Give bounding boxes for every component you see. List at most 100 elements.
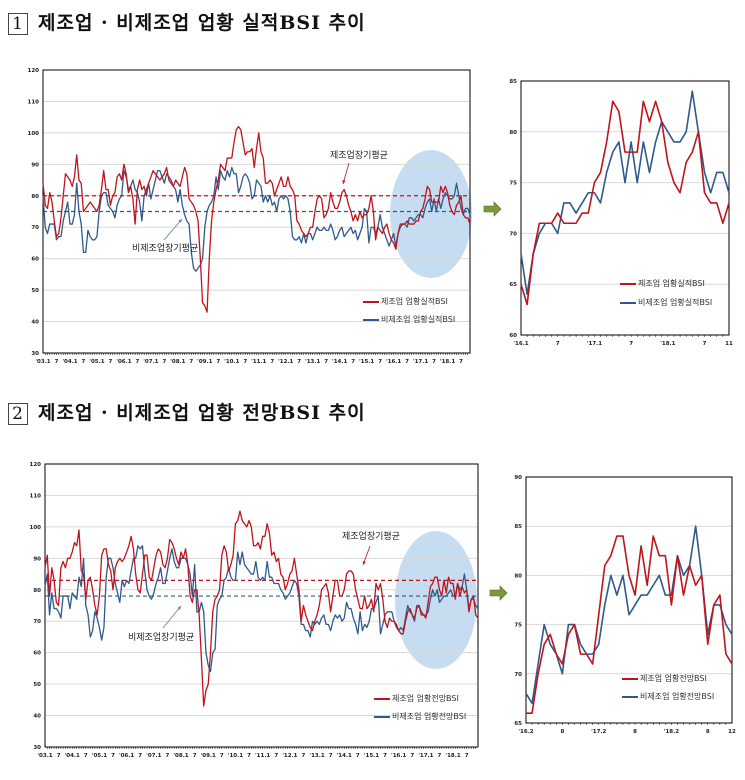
y-tick-label: 70 [509,231,517,237]
highlight-ellipse [395,531,477,669]
green-arrow-icon [489,585,508,601]
y-tick-label: 90 [514,475,522,481]
y-tick-label: 75 [514,623,522,629]
section2-number: 2 [8,403,28,425]
x-tick-label: '07.1 [143,359,158,365]
legend-item-mfg-1: 제조업 업황실적BSI [363,296,448,307]
x-tick-label: 7 [703,341,707,347]
x-tick-label: 8 [706,729,710,735]
y-tick-label: 90 [31,162,39,168]
mfg-series-line [44,510,479,707]
nonmfg-average-pointer-2 [162,605,182,629]
legend-label: 비제조업 업황전망BSI [640,692,715,701]
x-tick-label: '11.1 [251,359,266,365]
x-tick-label: '12.1 [282,753,297,759]
legend-label: 제조업 업황전망BSI [640,674,707,683]
x-tick-label: 12 [728,729,736,735]
legend-swatch [363,300,379,303]
plot-frame [525,476,733,724]
x-tick-label: 7 [162,359,166,365]
chart-2: 60 65 70 75 80 85 '16.1 7 '17.1 7 '18.1 7 11 [483,79,733,347]
y-tick-label: 70 [31,225,39,231]
plot-frame [44,463,479,748]
mfg-series-line [520,100,730,306]
x-tick-label: '06.1 [119,753,134,759]
section2-title-text: 제조업 · 비제조업 업황 전망BSI 추이 [38,402,366,424]
x-tick-label: 7 [432,359,436,365]
y-tick-label: 60 [509,333,517,339]
x-tick-label: '15.1 [359,359,374,365]
y-tick-label: 80 [33,588,41,594]
x-tick-label: '04.1 [65,753,80,759]
y-tick-label: 120 [28,68,40,74]
x-tick-label: '06.1 [116,359,131,365]
legend-item-mfg-4: 제조업 업황전망BSI [622,673,707,684]
x-tick-label: '18.2 [664,729,679,735]
x-tick-label: '17.1 [413,359,428,365]
y-tick-label: 40 [31,320,39,326]
nonmfg-average-pointer-1 [163,218,183,241]
x-tick-label: '16.1 [391,753,406,759]
y-tick-label: 85 [509,79,517,85]
y-tick-label: 75 [509,181,517,187]
x-tick-label: 7 [243,359,247,365]
x-tick-label: 7 [57,753,61,759]
x-tick-label: '14.1 [337,753,352,759]
x-tick-label: 7 [438,753,442,759]
legend-label: 비제조업 업황실적BSI [638,298,713,307]
legend-item-mfg-2: 제조업 업황실적BSI [620,278,705,289]
x-tick-label: '18.1 [445,753,460,759]
x-tick-label: '18.1 [660,341,675,347]
x-tick-label: '18.1 [440,359,455,365]
legend-label: 제조업 업황전망BSI [392,694,459,703]
x-tick-label: '09.1 [201,753,216,759]
legend-swatch [374,697,390,700]
x-tick-label: 7 [302,753,306,759]
nonmfg-series-line [525,525,733,705]
green-arrow-icon [483,201,502,217]
x-tick-label: '08.1 [173,753,188,759]
y-tick-label: 90 [33,556,41,562]
y-tick-label: 85 [514,524,522,530]
legend-swatch [374,715,390,718]
x-tick-label: 7 [329,753,333,759]
x-tick-label: 7 [378,359,382,365]
y-tick-label: 60 [31,257,39,263]
x-tick-label: 11 [725,341,733,347]
x-tick-label: '03.1 [35,359,50,365]
x-tick-label: '08.1 [170,359,185,365]
y-tick-label: 80 [509,130,517,136]
legend-item-nonmfg-2: 비제조업 업황실적BSI [620,297,712,308]
mfg-series-line [526,535,733,714]
y-tick-label: 50 [33,682,41,688]
y-tick-label: 30 [31,351,39,357]
x-tick-label: '10.1 [228,753,243,759]
y-tick-label: 65 [514,721,522,727]
nonmfg-average-annotation-1: 비제조업장기평균 [132,244,199,254]
x-tick-label: '15.1 [364,753,379,759]
legend-swatch [363,318,379,321]
x-tick-label: '16.1 [513,341,528,347]
nonmfg-average-annotation-2: 비제조업장기평균 [128,633,195,643]
x-tick-label: 7 [351,359,355,365]
x-tick-label: 7 [84,753,88,759]
x-tick-label: 7 [297,359,301,365]
nonmfg-series-line [44,545,479,673]
mfg-series-line [42,125,471,313]
legend-item-nonmfg-3: 비제조업 업황전망BSI [374,711,466,722]
y-tick-label: 40 [33,714,41,720]
x-tick-label: 7 [138,753,142,759]
x-tick-label: '09.1 [197,359,212,365]
x-tick-label: 7 [55,359,59,365]
x-tick-label: 7 [459,359,463,365]
x-tick-label: 7 [383,753,387,759]
x-tick-label: '13.1 [305,359,320,365]
x-tick-label: 8 [560,729,564,735]
x-tick-label: '16.1 [386,359,401,365]
legend-label: 제조업 업황실적BSI [638,279,705,288]
x-tick-label: '17.2 [591,729,606,735]
x-tick-label: '14.1 [332,359,347,365]
x-tick-label: 7 [405,359,409,365]
y-tick-label: 60 [33,651,41,657]
